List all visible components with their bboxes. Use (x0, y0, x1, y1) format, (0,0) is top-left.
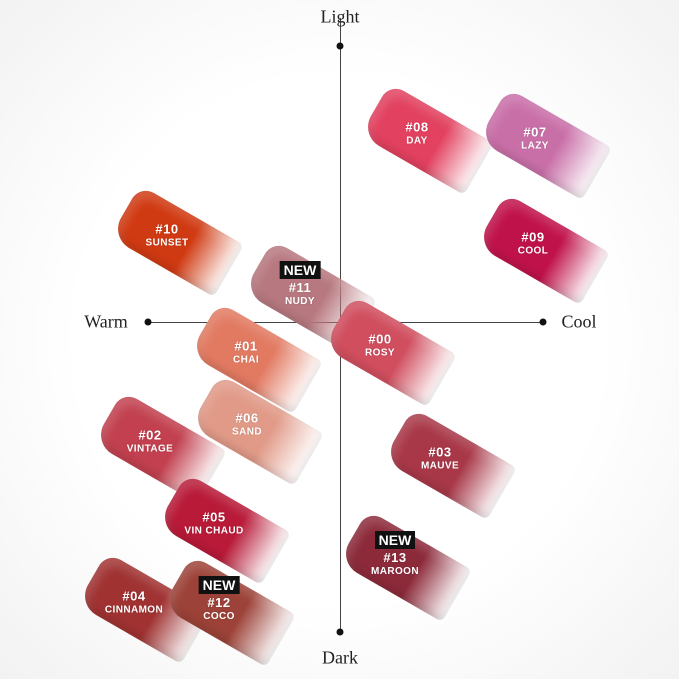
shade-label: #03 MAUVE (421, 445, 459, 472)
shade-name: COCO (203, 611, 235, 622)
axis-label-cool: Cool (561, 311, 597, 332)
shade-name: DAY (406, 135, 428, 147)
axis-end-dot-top (336, 42, 344, 50)
shade-number: #10 (155, 221, 179, 237)
shade-number: #08 (405, 119, 429, 135)
shade-number: #12 (207, 595, 231, 610)
shade-number: #07 (523, 124, 547, 140)
shade-name: CHAI (232, 354, 260, 366)
shade-label: NEW #13 MAROON (371, 531, 419, 577)
shade-number: #13 (383, 550, 407, 565)
shade-label: #10 SUNSET (146, 222, 189, 249)
shade-name: VIN CHAUD (184, 525, 244, 537)
shade-name: NUDY (285, 296, 315, 307)
shade-number: #04 (122, 588, 146, 604)
shade-label: NEW #11 NUDY (279, 261, 321, 307)
shade-label: NEW #12 COCO (198, 576, 240, 622)
shade-name: MAUVE (420, 460, 460, 472)
axis-label-dark: Dark (322, 647, 358, 668)
shade-label: #01 CHAI (233, 339, 259, 366)
shade-name: ROSY (365, 347, 395, 359)
shade-number: #06 (235, 410, 259, 426)
shade-name: COOL (517, 245, 549, 257)
axis-label-warm: Warm (84, 311, 128, 332)
axis-end-dot-bottom (336, 628, 344, 636)
shade-label: #04 CINNAMON (105, 589, 163, 616)
shade-label: #00 ROSY (365, 332, 395, 359)
shade-label: #06 SAND (232, 411, 262, 438)
shade-number: #02 (138, 427, 162, 443)
new-badge: NEW (279, 261, 321, 279)
shade-label: #07 LAZY (521, 125, 549, 152)
shade-name: VINTAGE (126, 443, 174, 455)
shade-name: SUNSET (145, 237, 189, 249)
shade-number: #01 (234, 338, 258, 354)
shade-name: SAND (232, 426, 262, 438)
new-badge: NEW (198, 576, 240, 594)
shade-name: MAROON (371, 566, 419, 577)
shade-label: #08 DAY (405, 120, 428, 147)
shade-label: #09 COOL (518, 230, 549, 257)
shade-number: #03 (428, 444, 452, 460)
shade-number: #05 (202, 509, 226, 525)
shade-label: #05 VIN CHAUD (184, 510, 243, 537)
shade-label: #02 VINTAGE (127, 428, 174, 455)
axis-end-dot-right (539, 318, 547, 326)
new-badge: NEW (374, 531, 416, 549)
axis-end-dot-left (144, 318, 152, 326)
shade-number: #09 (521, 229, 545, 245)
shade-name: LAZY (521, 140, 549, 152)
axis-label-light: Light (320, 6, 360, 27)
shade-name: CINNAMON (104, 604, 164, 616)
shade-number: #11 (288, 280, 312, 295)
shade-number: #00 (368, 331, 392, 347)
